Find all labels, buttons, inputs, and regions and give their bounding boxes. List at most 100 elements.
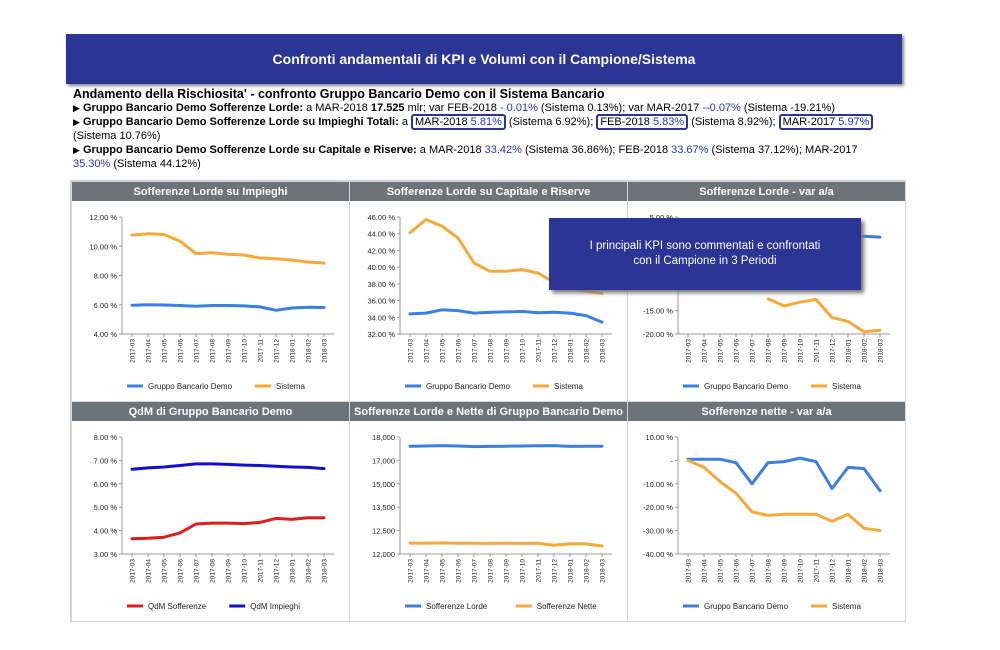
x-tick-label: 2018-01	[290, 559, 297, 583]
x-tick-label: 2017-11	[258, 339, 265, 363]
y-tick-label: 17,000	[372, 456, 395, 465]
highlight-box: MAR-2017 5.97%	[778, 114, 874, 130]
x-tick-label: 2017-11	[536, 339, 543, 363]
summary-section: Andamento della Rischiosita' - confronto…	[73, 87, 908, 171]
legend-label: Sofferenze Nette	[537, 602, 597, 611]
callout-text: con il Campione in 3 Periodi	[633, 255, 777, 267]
legend-label: Sistema	[832, 382, 861, 391]
period-text: FEB-2018	[600, 116, 650, 128]
value-text: --0.07%	[702, 102, 741, 114]
chart-panel-qdm: QdM di Gruppo Bancario Demo 8.00 % 7.00 %…	[71, 401, 350, 622]
x-tick-label: 2017-12	[830, 559, 837, 583]
x-tick-label: 2017-10	[798, 339, 805, 363]
y-tick-label: 36.00 %	[367, 297, 395, 306]
x-tick-label: 2017-06	[734, 559, 741, 583]
series-line	[130, 303, 326, 312]
line-label: Gruppo Bancario Demo Sofferenze Lorde:	[83, 102, 304, 114]
x-tick-label: 2017-07	[750, 559, 757, 583]
y-tick-label: -15.00 %	[643, 307, 673, 316]
chart-panel-sofferenze-impieghi: Sofferenze Lorde su Impieghi 12.00 % 10.0…	[71, 181, 350, 402]
y-tick-label: 4.00 %	[94, 527, 118, 536]
x-tick-label: 2017-03	[130, 559, 137, 583]
x-tick-label: 2017-10	[242, 339, 249, 363]
callout-text: I principali KPI sono commentati e confr…	[589, 240, 821, 252]
chart-title: QdM di Gruppo Bancario Demo	[72, 402, 349, 421]
x-tick-label: 2018-02	[306, 339, 313, 363]
x-tick-label: 2018-01	[568, 559, 575, 583]
legend-label: Gruppo Bancario Demo	[426, 382, 511, 391]
y-tick-label: -20.00 %	[643, 503, 673, 512]
summary-heading: Andamento della Rischiosita' - confronto…	[73, 87, 605, 101]
bullet-triangle-icon: ▶	[73, 145, 80, 155]
legend-label: Sistema	[554, 382, 583, 391]
value-text: 33.67%	[671, 144, 709, 156]
series-line	[408, 308, 604, 324]
x-tick-label: 2017-07	[472, 559, 479, 583]
value-text: 17.525	[370, 102, 405, 114]
x-tick-label: 2017-04	[424, 559, 431, 583]
chart-grid: Sofferenze Lorde su Impieghi 12.00 % 10.0…	[70, 180, 906, 622]
value-text: 33.42%	[484, 144, 522, 156]
legend-label: Sistema	[276, 382, 305, 391]
x-tick-label: 2017-08	[488, 339, 495, 363]
legend-label: QdM Sofferenze	[148, 602, 207, 611]
y-tick-label: 6.00 %	[94, 480, 118, 489]
x-tick-label: 2017-12	[552, 339, 559, 363]
y-tick-label: -20.00 %	[643, 330, 673, 339]
legend-label: Sistema	[832, 602, 861, 611]
series-line	[130, 462, 326, 471]
x-tick-label: 2017-11	[258, 559, 265, 583]
value-text: 5.81%	[470, 116, 502, 128]
y-tick-label: -10.00 %	[643, 480, 673, 489]
x-tick-label: 2018-01	[568, 339, 575, 363]
x-tick-label: 2017-03	[408, 559, 415, 583]
summary-line-capitale: ▶ Gruppo Bancario Demo Sofferenze Lorde s…	[73, 143, 908, 171]
x-tick-label: 2017-12	[552, 559, 559, 583]
x-tick-label: 2017-05	[718, 559, 725, 583]
x-tick-label: 2017-08	[766, 339, 773, 363]
y-tick-label: 46.00 %	[367, 213, 395, 222]
system-text: (Sistema 0.13%); var MAR-2017	[537, 102, 703, 114]
value-text: 5.83%	[652, 116, 685, 128]
series-line	[686, 456, 882, 493]
x-tick-label: 2018-02	[306, 559, 313, 583]
series-line	[130, 516, 326, 541]
chart-svg: 5.00 % -15.00 % -20.00 % 2017-03 2017-04 2017…	[643, 213, 890, 391]
summary-line-impieghi: ▶ Gruppo Bancario Demo Sofferenze Lorde s…	[73, 114, 908, 143]
y-tick-label: 6.00 %	[94, 301, 118, 310]
line-label: Gruppo Bancario Demo Sofferenze Lorde su…	[83, 116, 399, 128]
y-tick-label: 15,000	[372, 480, 395, 489]
x-tick-label: 2017-06	[456, 559, 463, 583]
x-tick-label: 2017-08	[488, 559, 495, 583]
chart-panel-sofferenze-var: Sofferenze Lorde - var a/a 5.00 % -15.00 …	[627, 181, 906, 402]
series-line	[766, 297, 882, 334]
x-tick-label: 2017-04	[146, 339, 153, 363]
x-tick-label: 2017-03	[408, 339, 415, 363]
x-tick-label: 2017-04	[424, 339, 431, 363]
bullet-triangle-icon: ▶	[73, 103, 80, 113]
y-tick-label: 18,000	[372, 433, 395, 442]
system-text: (Sistema 36.86%); FEB-2018	[521, 144, 672, 156]
period-text: a MAR-2018	[416, 144, 485, 156]
x-tick-label: 2018-02	[862, 559, 869, 583]
x-tick-label: 2017-09	[226, 339, 233, 363]
x-tick-label: 2017-10	[520, 559, 527, 583]
y-tick-label: 7.00 %	[94, 456, 118, 465]
chart-svg: 12.00 % 10.00 % 8.00 % 6.00 % 4.00 % 2017-03 2…	[89, 213, 334, 391]
x-tick-label: 2017-05	[162, 559, 169, 583]
chart-svg: 10.00 % - -10.00 % -20.00 % -30.00 % -40.00 %…	[643, 433, 890, 611]
y-tick-label: 13,500	[372, 503, 395, 512]
y-tick-label: 8.00 %	[94, 433, 118, 442]
system-text: (Sistema 44.12%)	[110, 158, 201, 170]
period-text: mlr; var FEB-2018	[407, 102, 500, 114]
x-tick-label: 2017-06	[456, 339, 463, 363]
x-tick-label: 2017-10	[798, 559, 805, 583]
chart-title: Sofferenze Lorde su Impieghi	[72, 182, 349, 201]
system-text: (Sistema -19.21%)	[740, 102, 835, 114]
x-tick-label: 2018-02	[584, 559, 591, 583]
x-tick-label: 2017-11	[814, 339, 821, 363]
y-tick-label: 34.00 %	[367, 313, 395, 322]
summary-line-sofferenze: ▶ Gruppo Bancario Demo Sofferenze Lorde: …	[73, 101, 908, 115]
series-line	[408, 541, 604, 548]
y-tick-label: 38.00 %	[367, 280, 395, 289]
